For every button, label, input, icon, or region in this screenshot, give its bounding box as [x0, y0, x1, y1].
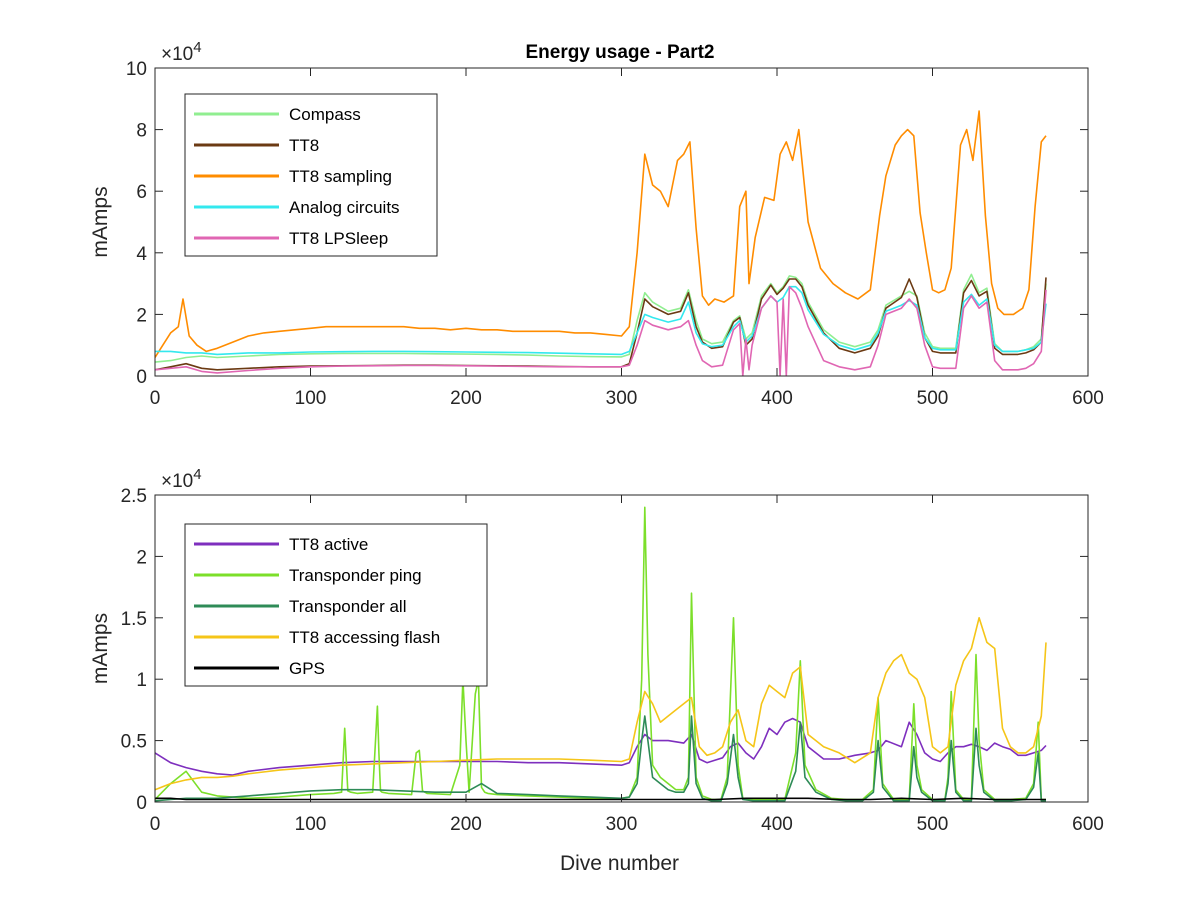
top-x-tick-label: 0 [150, 388, 161, 409]
chart-title: Energy usage - Part2 [525, 42, 714, 63]
top-x-tick-label: 400 [761, 388, 793, 409]
top-y-exponent: ×104 [161, 39, 202, 65]
top-y-tick-label: 6 [136, 182, 147, 203]
top-y-tick-label: 4 [136, 244, 147, 265]
bottom-plot: 0 100 200 300 400 500 600 0 0.5 1 1.5 2 2.5 ×104 mAmps… [89, 466, 1104, 875]
bottom-legend-label-transponder-ping: Transponder ping [289, 566, 422, 585]
bottom-y-tick-label: 2 [136, 547, 147, 568]
top-y-tick-label: 2 [136, 305, 147, 326]
top-x-tick-label: 500 [917, 388, 949, 409]
bottom-y-tick-label: 0 [136, 793, 147, 814]
top-x-tick-label: 100 [295, 388, 327, 409]
bottom-legend-label-tt8-active: TT8 active [289, 535, 368, 554]
top-x-tick-label: 200 [450, 388, 482, 409]
bottom-x-tick-label: 600 [1072, 814, 1104, 835]
bottom-x-tick-label: 300 [606, 814, 638, 835]
top-series-tt8-lpsleep [155, 285, 1047, 376]
top-series-tt8-sampling [155, 110, 1047, 358]
top-legend-label-tt8: TT8 [289, 136, 319, 155]
top-legend-label-compass: Compass [289, 105, 361, 124]
bottom-x-tick-label: 200 [450, 814, 482, 835]
bottom-x-tick-label: 500 [917, 814, 949, 835]
bottom-y-tick-label: 2.5 [121, 486, 147, 507]
top-x-tick-label: 300 [606, 388, 638, 409]
bottom-series-tt8-accessing-flash [155, 617, 1047, 791]
bottom-x-tick-label: 100 [295, 814, 327, 835]
bottom-y-tick-label: 1.5 [121, 609, 147, 630]
bottom-y-tick-label: 1 [136, 670, 147, 691]
top-plot: 0 100 200 300 400 500 600 0 2 4 6 8 10 ×104 mAmps Compa… [89, 39, 1104, 409]
top-legend-label-tt8-lpsleep: TT8 LPSleep [289, 229, 388, 248]
bottom-y-exponent: ×104 [161, 466, 202, 492]
top-legend-label-tt8-sampling: TT8 sampling [289, 167, 392, 186]
bottom-y-axis-label: mAmps [89, 613, 112, 684]
top-series-compass [155, 273, 1047, 363]
bottom-series-transponder-all [155, 715, 1046, 802]
top-y-tick-label: 0 [136, 367, 147, 388]
bottom-series-tt8-active [155, 717, 1047, 776]
top-x-tick-label: 600 [1072, 388, 1104, 409]
bottom-x-tick-label: 0 [150, 814, 161, 835]
top-legend-label-analog-circuits: Analog circuits [289, 198, 400, 217]
bottom-x-axis-label: Dive number [560, 852, 679, 875]
bottom-legend-label-gps: GPS [289, 659, 325, 678]
top-series-group [155, 110, 1047, 376]
bottom-legend-label-transponder-all: Transponder all [289, 597, 407, 616]
bottom-legend-label-tt8-accessing-flash: TT8 accessing flash [289, 628, 440, 647]
bottom-series-gps [155, 797, 1046, 801]
bottom-legend: TT8 active Transponder ping Transponder al… [184, 523, 488, 687]
top-y-tick-label: 10 [126, 59, 147, 80]
bottom-y-tick-label: 0.5 [121, 732, 147, 753]
bottom-series-group [155, 506, 1047, 802]
bottom-x-tick-label: 400 [761, 814, 793, 835]
top-y-axis-label: mAmps [89, 186, 112, 257]
top-y-tick-label: 8 [136, 121, 147, 142]
top-legend: Compass TT8 TT8 sampling Analog circuits TT8… [184, 93, 438, 257]
